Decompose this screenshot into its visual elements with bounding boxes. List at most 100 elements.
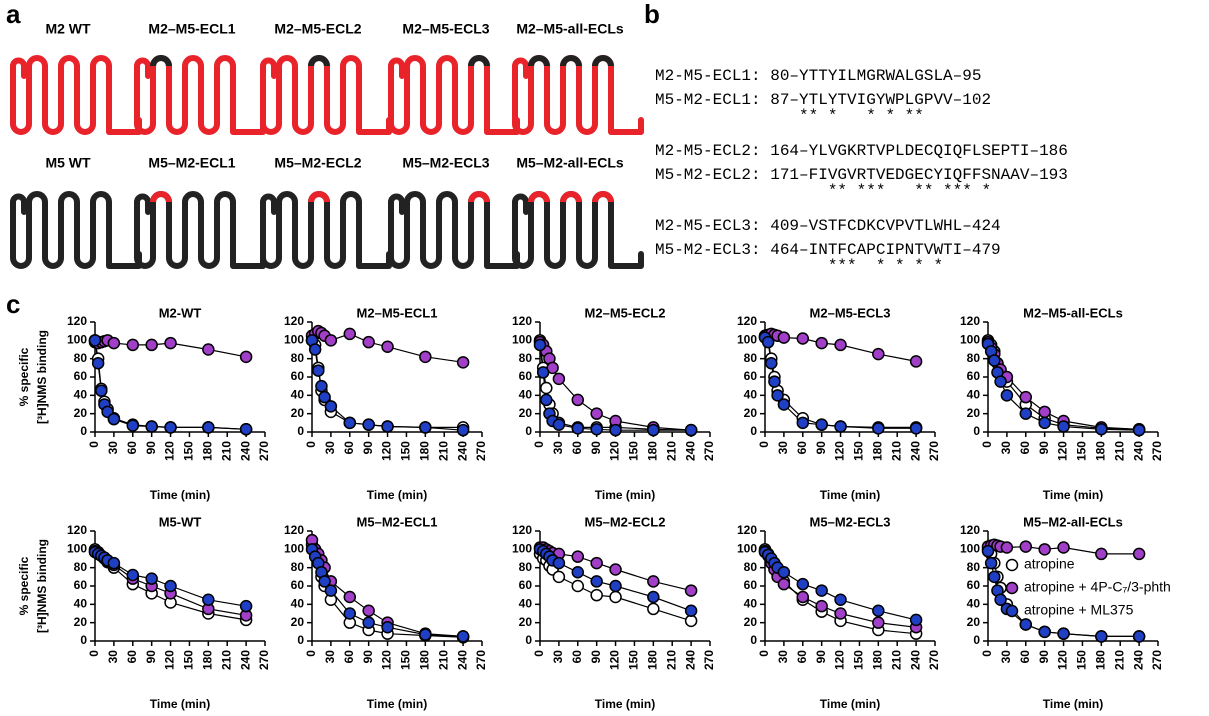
x-tick-label: 0 — [304, 441, 318, 448]
data-point — [533, 338, 547, 352]
data-point — [145, 338, 158, 352]
data-point — [164, 579, 177, 593]
chart-title: M2–M5-ECL1 — [357, 305, 438, 320]
receptor-label: M2–M5-ECL2 — [274, 21, 361, 37]
chart-title: M5-WT — [159, 514, 202, 529]
data-point — [1038, 405, 1051, 419]
sequence-line: M2-M5-ECL3: 409–VSTFCDKCVPVTLWHL–424 — [655, 217, 1001, 235]
x-tick-label: 120 — [380, 441, 394, 461]
x-axis-label: Time (min) — [595, 488, 655, 502]
panel-label: b — [644, 0, 660, 29]
ecl-loop — [528, 55, 550, 67]
data-point — [872, 347, 885, 361]
receptor-label: M5–M2-ECL2 — [274, 155, 361, 171]
y-tick-label: 60 — [967, 578, 981, 592]
x-tick-label: 180 — [646, 441, 660, 461]
x-tick-label: 240 — [908, 650, 922, 670]
receptor-shape — [512, 55, 644, 135]
data-point — [239, 423, 253, 436]
x-tick-label: 150 — [182, 441, 196, 461]
x-tick-label: 60 — [342, 441, 356, 455]
x-axis-label: Time (min) — [150, 488, 210, 502]
legend-marker — [1005, 604, 1019, 618]
data-point — [872, 604, 885, 617]
x-tick-label: 120 — [608, 650, 622, 670]
data-point — [834, 420, 847, 433]
chart-title: M2–M5-ECL3 — [810, 305, 891, 320]
x-tick-label: 150 — [399, 441, 413, 461]
data-point — [981, 544, 995, 558]
ecl-loop — [592, 191, 614, 203]
ecl-loop — [150, 191, 172, 203]
x-tick-label: 240 — [238, 441, 252, 461]
x-tick-label: 270 — [702, 441, 716, 461]
data-point — [456, 356, 470, 369]
data-point — [994, 375, 1007, 388]
y-tick-label: 0 — [80, 424, 87, 438]
y-tick-label: 80 — [74, 560, 88, 574]
data-point — [777, 331, 791, 344]
y-tick-label: 120 — [960, 523, 980, 537]
data-point — [91, 357, 105, 370]
x-tick-label: 210 — [219, 650, 233, 670]
x-tick-label: 30 — [551, 441, 565, 455]
data-point — [126, 419, 140, 432]
x-axis-label: Time (min) — [1043, 488, 1103, 502]
x-tick-label: 210 — [219, 441, 233, 461]
chart-title: M2–M5-ECL2 — [585, 305, 666, 320]
data-point — [536, 366, 550, 379]
receptor-label: M2 WT — [45, 21, 91, 37]
data-point — [609, 563, 622, 576]
y-tick-label: 80 — [744, 351, 758, 365]
sequence-line: M5-M2-ECL3: 464–INTFCAPCIPNTVWTI–479 — [655, 241, 1001, 259]
y-tick-label: 0 — [973, 424, 980, 438]
y-tick-label: 60 — [519, 578, 533, 592]
y-tick-label: 20 — [744, 406, 758, 420]
x-tick-label: 90 — [1037, 650, 1051, 664]
data-point — [988, 354, 1001, 367]
x-tick-label: 180 — [646, 650, 660, 670]
data-point — [419, 628, 432, 641]
data-point — [419, 350, 432, 364]
data-point — [88, 334, 102, 347]
y-tick-label: 100 — [960, 333, 980, 347]
data-point — [318, 390, 331, 404]
y-tick-label: 0 — [525, 424, 532, 438]
x-tick-label: 150 — [852, 650, 866, 670]
data-point — [1057, 420, 1070, 433]
data-point — [324, 400, 338, 413]
x-tick-label: 0 — [532, 650, 546, 657]
chart-title: M5–M2-ECL1 — [357, 514, 438, 529]
ecl-loop — [468, 55, 490, 67]
y-tick-label: 100 — [67, 542, 87, 556]
data-point — [315, 379, 328, 393]
data-point — [107, 336, 121, 350]
y-tick-label: 0 — [750, 424, 757, 438]
y-tick-label: 100 — [284, 333, 304, 347]
x-tick-label: 90 — [814, 650, 828, 664]
y-tick-label: 40 — [291, 388, 305, 402]
y-tick-label: 20 — [519, 406, 533, 420]
receptor-label: M5–M2-ECL3 — [402, 155, 489, 171]
x-tick-label: 180 — [418, 441, 432, 461]
x-axis-label: Time (min) — [595, 697, 655, 711]
data-point — [684, 604, 698, 617]
data-point — [994, 593, 1007, 606]
y-tick-label: 100 — [67, 333, 87, 347]
data-point — [590, 423, 603, 436]
x-tick-label: 210 — [664, 441, 678, 461]
data-point — [552, 418, 566, 431]
data-point — [768, 375, 781, 388]
x-tick-label: 60 — [342, 650, 356, 664]
data-point — [909, 422, 923, 435]
y-tick-label: 40 — [74, 388, 88, 402]
x-tick-label: 270 — [257, 650, 271, 670]
ecl-loop — [560, 191, 582, 203]
x-tick-label: 60 — [570, 441, 584, 455]
x-tick-label: 180 — [201, 441, 215, 461]
x-tick-label: 240 — [455, 441, 469, 461]
y-tick-label: 100 — [737, 333, 757, 347]
data-point — [571, 422, 585, 435]
y-tick-label: 40 — [744, 388, 758, 402]
ecl-loop — [150, 55, 172, 67]
